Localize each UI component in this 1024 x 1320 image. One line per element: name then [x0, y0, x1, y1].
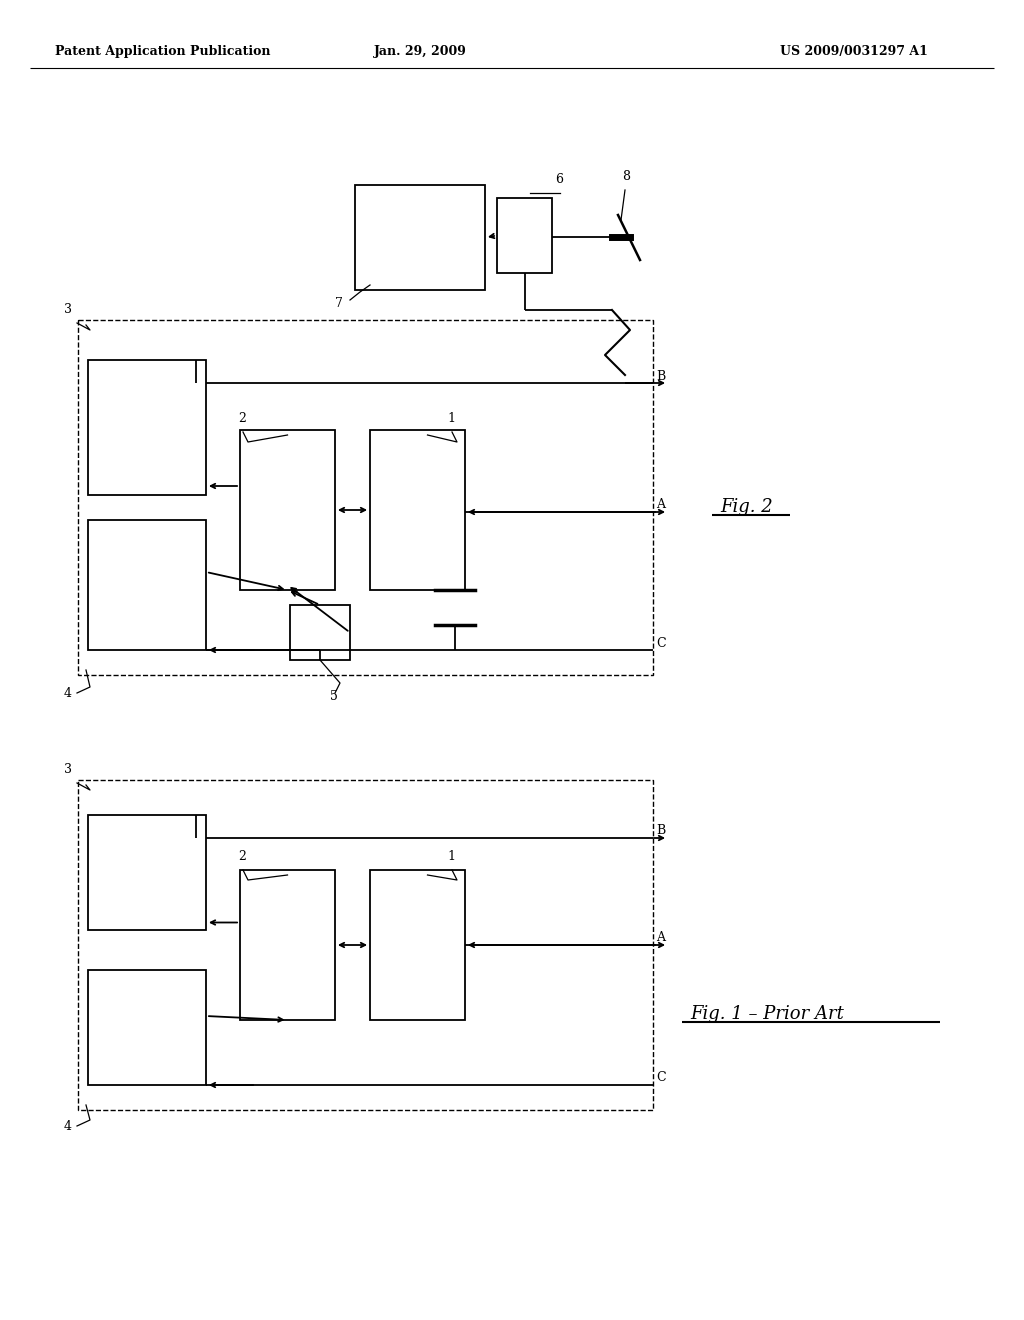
Text: 4: 4 — [63, 1119, 72, 1133]
Text: B: B — [656, 824, 666, 837]
Bar — [88, 814, 206, 931]
Bar — [290, 605, 350, 660]
Text: B: B — [656, 370, 666, 383]
Text: Fig. 1 – Prior Art: Fig. 1 – Prior Art — [690, 1005, 844, 1023]
Text: 1: 1 — [447, 412, 455, 425]
Text: 6: 6 — [555, 173, 563, 186]
Text: Fig. 2: Fig. 2 — [720, 498, 773, 516]
Bar — [88, 970, 206, 1085]
Text: A: A — [656, 931, 665, 944]
Bar — [497, 198, 552, 273]
Bar — [88, 520, 206, 649]
Bar — [78, 319, 653, 675]
Text: 4: 4 — [63, 686, 72, 700]
Bar — [78, 780, 653, 1110]
Text: 2: 2 — [238, 850, 246, 863]
Text: A: A — [656, 498, 665, 511]
Text: 8: 8 — [622, 170, 630, 183]
Text: 7: 7 — [335, 297, 343, 310]
Bar — [240, 430, 335, 590]
Text: US 2009/0031297 A1: US 2009/0031297 A1 — [780, 45, 928, 58]
Bar — [88, 360, 206, 495]
Bar — [355, 185, 485, 290]
Bar — [370, 870, 465, 1020]
Text: 3: 3 — [63, 304, 72, 315]
Text: 5: 5 — [330, 690, 338, 704]
Text: 2: 2 — [238, 412, 246, 425]
Bar — [240, 870, 335, 1020]
Text: 1: 1 — [447, 850, 455, 863]
Text: C: C — [656, 638, 666, 649]
Text: C: C — [656, 1071, 666, 1084]
Bar — [370, 430, 465, 590]
Text: 3: 3 — [63, 763, 72, 776]
Text: Jan. 29, 2009: Jan. 29, 2009 — [374, 45, 467, 58]
Text: Patent Application Publication: Patent Application Publication — [55, 45, 270, 58]
